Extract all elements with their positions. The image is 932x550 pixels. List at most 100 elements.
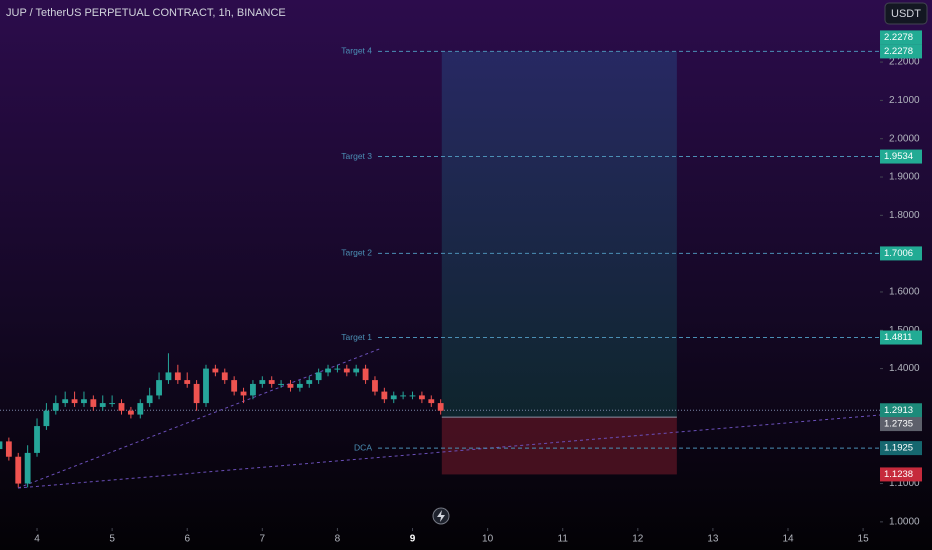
entry-tag-label: 1.2735 — [884, 419, 913, 430]
level-tag — [880, 149, 922, 164]
chart-title: JUP / TetherUS PERPETUAL CONTRACT, 1h, B… — [6, 7, 286, 19]
candle-body — [5, 441, 12, 457]
x-tick-label: 6 — [184, 534, 190, 545]
candle-body — [165, 372, 172, 381]
level-label: Target 4 — [341, 46, 372, 56]
candle-body — [203, 368, 209, 404]
y-tick-label: 1.4000 — [889, 363, 920, 374]
candle-body — [99, 403, 106, 407]
x-tick-label: 10 — [482, 534, 494, 545]
level-tag-label: 1.7006 — [884, 248, 913, 259]
candle-body — [174, 372, 181, 381]
candle-body — [362, 368, 369, 381]
currency-button[interactable] — [884, 2, 928, 25]
level-tag-label: 1.9534 — [884, 151, 913, 162]
level-tag-label: 1.4811 — [884, 332, 912, 343]
candle-body — [268, 380, 275, 384]
level-label: Target 1 — [341, 332, 372, 342]
candle-body — [34, 426, 40, 453]
candle-body — [43, 410, 50, 427]
level-tag-label: 2.2278 — [884, 46, 913, 57]
candle-body — [400, 395, 407, 397]
candle-body — [418, 395, 425, 400]
y-tick-label: 2.0000 — [889, 133, 920, 144]
candle-body — [156, 380, 162, 396]
x-tick-label: 11 — [558, 534, 569, 545]
target-tag-label: 2.2278 — [884, 32, 913, 43]
candle-body — [118, 403, 125, 411]
candle-body — [381, 391, 388, 400]
candle-body — [334, 368, 341, 370]
x-tick-label: 14 — [782, 534, 794, 545]
candle-body — [353, 368, 360, 373]
y-tick-label: 2.2000 — [889, 57, 920, 68]
candle-body — [287, 383, 294, 388]
level-label: DCA — [354, 442, 372, 452]
profit-zone — [441, 51, 677, 418]
trend-line — [17, 414, 881, 489]
x-tick-label: 9 — [410, 534, 416, 545]
stop-tag-label: 1.1238 — [884, 469, 913, 480]
candle-body — [250, 383, 256, 396]
lightning-button[interactable] — [432, 507, 450, 525]
y-tick-label: 1.9000 — [889, 172, 920, 183]
candle-body — [212, 368, 219, 373]
candle-body — [437, 403, 444, 411]
candle-body — [146, 395, 153, 404]
y-tick-label: 1.1000 — [889, 478, 920, 489]
candle-body — [81, 399, 87, 404]
trend-line — [17, 347, 383, 489]
target-tag — [880, 30, 922, 45]
candle-body — [62, 399, 69, 404]
level-tag — [880, 441, 922, 456]
candle-body — [390, 395, 397, 400]
candle-body — [52, 403, 59, 411]
x-tick-label: 7 — [260, 534, 266, 545]
candle-body — [127, 410, 134, 415]
entry-tag — [880, 417, 922, 432]
y-tick-label: 1.0000 — [889, 517, 920, 528]
candle-body — [109, 403, 116, 405]
last-price-label: 1.2913 — [884, 405, 913, 416]
level-label: Target 2 — [341, 248, 372, 258]
stop-tag — [880, 467, 922, 482]
candle-body — [315, 372, 322, 381]
candle-body — [325, 368, 331, 373]
candle-body — [409, 395, 416, 397]
candle-body — [184, 380, 191, 384]
level-tag — [880, 330, 922, 345]
x-tick-label: 12 — [632, 534, 644, 545]
candle-body — [90, 399, 97, 407]
candle-body — [193, 383, 200, 404]
y-tick-label: 1.5000 — [889, 325, 920, 336]
candle-body — [15, 456, 22, 484]
candle-body — [71, 399, 78, 404]
candle-body — [306, 380, 313, 384]
level-tag — [880, 246, 922, 261]
x-tick-label: 5 — [109, 534, 115, 545]
candle-body — [231, 380, 238, 392]
candle-body — [296, 383, 303, 388]
candle-body — [221, 372, 228, 381]
x-tick-label: 15 — [858, 534, 870, 545]
candle-body — [259, 380, 266, 384]
level-tag — [880, 44, 922, 59]
candle-body — [137, 403, 144, 415]
candle-body — [240, 391, 247, 396]
candle-body — [343, 368, 350, 373]
x-tick-label: 13 — [707, 534, 719, 545]
candle-body — [372, 380, 378, 392]
candle-body — [0, 441, 3, 450]
y-tick-label: 1.6000 — [889, 287, 920, 298]
candle-body — [428, 399, 435, 404]
y-tick-label: 2.1000 — [889, 95, 920, 106]
currency-label: USDT — [891, 8, 921, 20]
loss-zone — [441, 417, 677, 475]
y-tick-label: 1.8000 — [889, 210, 920, 221]
x-tick-label: 8 — [335, 534, 341, 545]
level-label: Target 3 — [341, 151, 372, 161]
candle-body — [24, 452, 31, 484]
candle-body — [278, 383, 285, 385]
x-tick-label: 4 — [34, 534, 40, 545]
